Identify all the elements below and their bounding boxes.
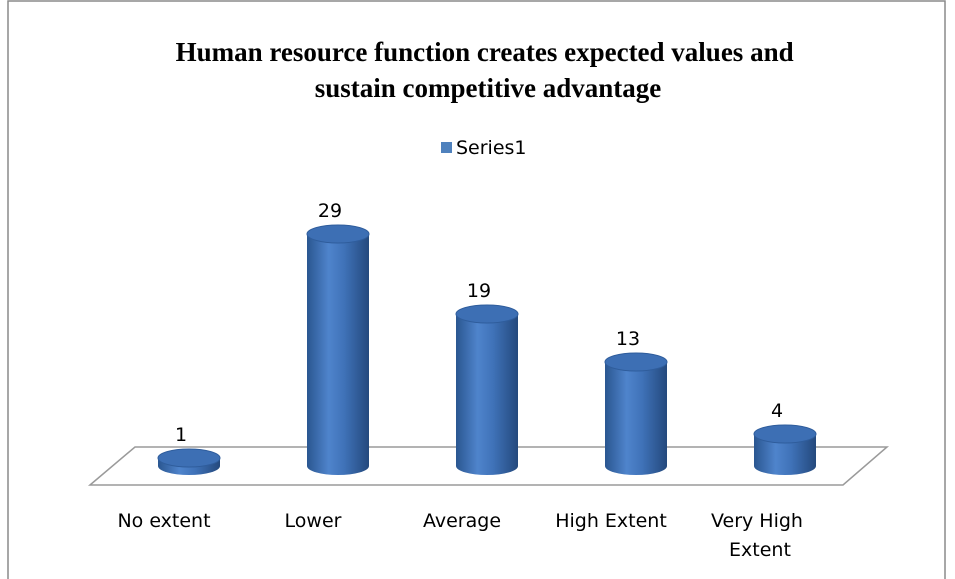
bar	[753, 424, 817, 475]
bar-body	[605, 362, 667, 475]
legend-swatch	[441, 142, 452, 153]
x-tick-label: High Extent	[555, 510, 667, 532]
x-tick-label: Lower	[285, 510, 342, 532]
bar-body	[754, 434, 816, 475]
x-tick-label: Average	[423, 510, 501, 532]
data-label: 29	[318, 200, 342, 222]
bar-body	[307, 234, 369, 475]
data-label: 13	[616, 328, 640, 350]
data-label: 1	[175, 424, 187, 446]
legend-label: Series1	[456, 137, 527, 159]
bar-top	[306, 224, 370, 244]
bar	[306, 224, 370, 475]
bar	[455, 304, 519, 475]
bar-body	[456, 314, 518, 475]
x-tick-label: No extent	[117, 510, 210, 532]
bar-top	[157, 448, 221, 468]
data-label: 19	[467, 280, 491, 302]
data-label: 4	[771, 400, 783, 422]
bar-top	[604, 352, 668, 372]
bar-top	[455, 304, 519, 324]
bar	[604, 352, 668, 475]
chart-title: Human resource function creates expected…	[176, 37, 801, 103]
bar	[157, 448, 221, 475]
x-tick-label: Very High Extent	[711, 510, 809, 561]
bar-top	[753, 424, 817, 444]
